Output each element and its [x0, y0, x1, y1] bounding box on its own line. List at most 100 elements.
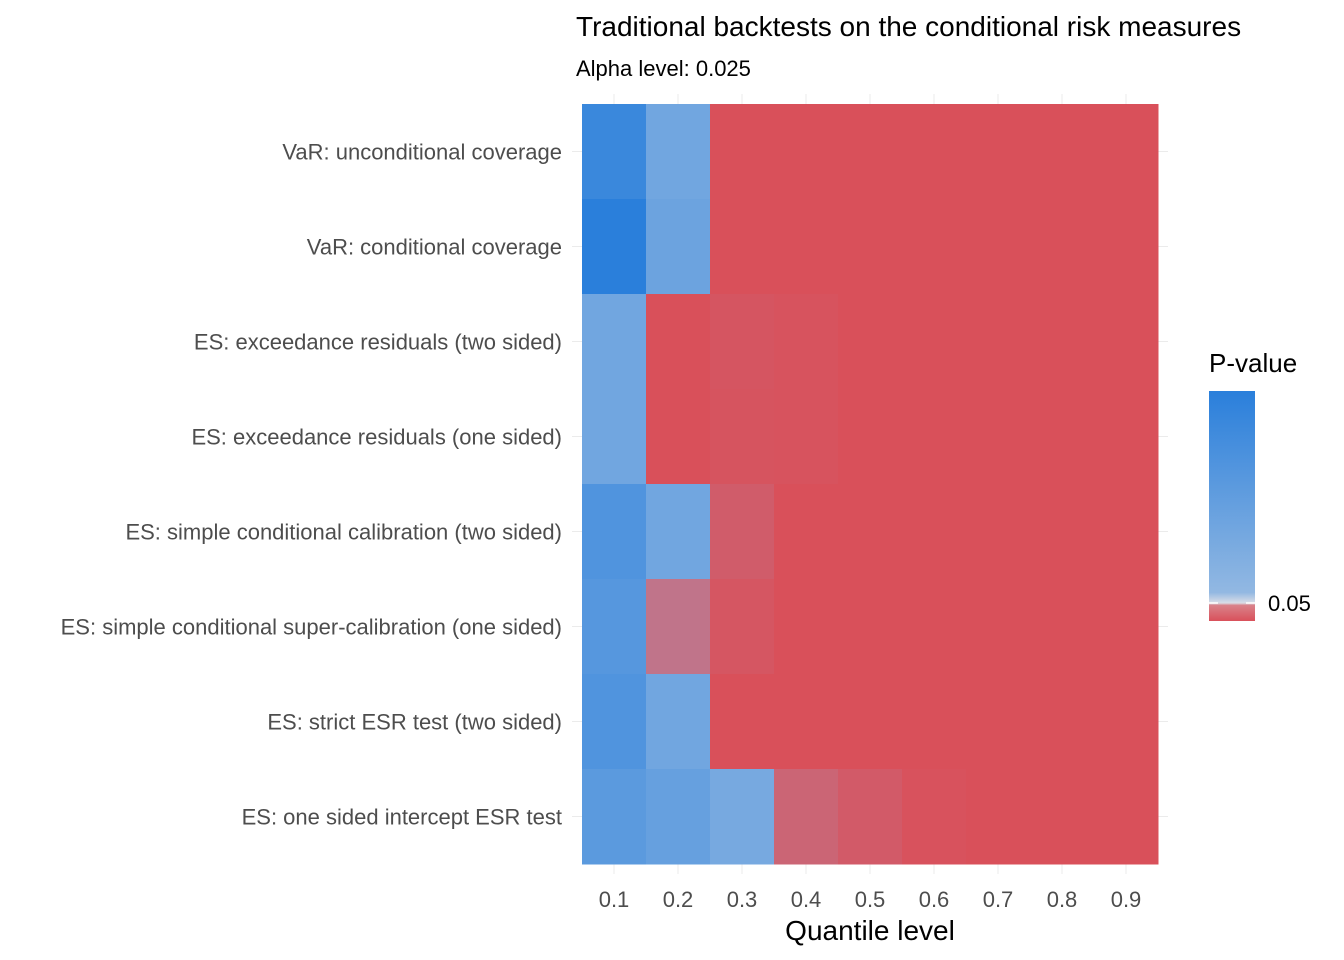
x-tick-label: 0.7	[983, 887, 1014, 912]
heatmap-cell	[774, 674, 839, 770]
legend-title: P-value	[1209, 348, 1297, 378]
y-tick-label: ES: strict ESR test (two sided)	[267, 710, 562, 735]
heatmap-cell	[838, 294, 903, 390]
heatmap-cell	[838, 769, 903, 865]
heatmap-cell	[1094, 389, 1159, 485]
y-tick-label: VaR: unconditional coverage	[282, 140, 562, 165]
heatmap-cell	[1030, 199, 1095, 295]
y-tick-label: ES: simple conditional calibration (two …	[125, 520, 562, 545]
heatmap-cell	[1094, 769, 1159, 865]
heatmap-cell	[1094, 674, 1159, 770]
heatmap-cell	[902, 389, 967, 485]
heatmap-cell	[710, 579, 775, 675]
x-axis-label: Quantile level	[785, 915, 955, 946]
legend-tick-label: 0.05	[1268, 591, 1311, 616]
x-tick-labels: 0.1 0.2 0.3 0.4 0.5 0.6 0.7 0.8 0.9	[599, 887, 1142, 912]
heatmap-cell	[582, 199, 647, 295]
chart-title: Traditional backtests on the conditional…	[576, 11, 1241, 42]
x-tick-label: 0.3	[727, 887, 758, 912]
heatmap-cell	[1030, 579, 1095, 675]
heatmap-cell	[710, 104, 775, 200]
heatmap-cell	[774, 199, 839, 295]
heatmap-cell	[902, 674, 967, 770]
heatmap-cell	[1030, 769, 1095, 865]
y-tick-label: ES: exceedance residuals (one sided)	[191, 425, 562, 450]
heatmap-cell	[710, 199, 775, 295]
heatmap-cell	[774, 769, 839, 865]
heatmap-cell	[902, 769, 967, 865]
chart-subtitle: Alpha level: 0.025	[576, 56, 751, 81]
y-tick-label: ES: one sided intercept ESR test	[242, 805, 562, 830]
heatmap-cell	[1094, 484, 1159, 580]
x-tick-label: 0.2	[663, 887, 694, 912]
heatmap-cell	[646, 199, 711, 295]
heatmap-cell	[966, 389, 1031, 485]
heatmap-cell	[838, 579, 903, 675]
heatmap-cell	[774, 579, 839, 675]
heatmap-cell	[838, 674, 903, 770]
y-tick-label: ES: simple conditional super-calibration…	[61, 615, 562, 640]
heatmap-cell	[1030, 104, 1095, 200]
heatmap-cell	[646, 104, 711, 200]
heatmap-cell	[582, 484, 647, 580]
heatmap-cell	[1094, 199, 1159, 295]
heatmap-cell	[838, 389, 903, 485]
heatmap-cell	[582, 674, 647, 770]
heatmap-cell	[582, 104, 647, 200]
heatmap-cell	[774, 389, 839, 485]
heatmap-cell	[966, 294, 1031, 390]
heatmap-cell	[1094, 104, 1159, 200]
y-tick-label: VaR: conditional coverage	[307, 235, 562, 260]
heatmap-cell	[646, 579, 711, 675]
heatmap-cell	[710, 484, 775, 580]
heatmap-cell	[966, 674, 1031, 770]
heatmap-cell	[966, 104, 1031, 200]
legend: P-value 0.05	[1209, 348, 1311, 621]
heatmap-cell	[902, 579, 967, 675]
heatmap-cell	[966, 484, 1031, 580]
heatmap-cell	[902, 104, 967, 200]
heatmap-cell	[902, 294, 967, 390]
heatmap-cell	[838, 104, 903, 200]
y-tick-label: ES: exceedance residuals (two sided)	[194, 330, 562, 355]
heatmap-cell	[646, 484, 711, 580]
heatmap-cell	[646, 389, 711, 485]
x-tick-label: 0.8	[1047, 887, 1078, 912]
heatmap-cell	[774, 104, 839, 200]
heatmap-cells	[582, 104, 1159, 865]
x-tick-label: 0.5	[855, 887, 886, 912]
heatmap-cell	[582, 389, 647, 485]
heatmap-cell	[838, 484, 903, 580]
heatmap-cell	[838, 199, 903, 295]
heatmap-cell	[646, 674, 711, 770]
legend-colorbar	[1209, 391, 1255, 621]
y-tick-labels: VaR: unconditional coverage VaR: conditio…	[61, 140, 562, 830]
x-tick-label: 0.1	[599, 887, 630, 912]
heatmap-cell	[582, 769, 647, 865]
heatmap-cell	[582, 579, 647, 675]
heatmap-cell	[646, 769, 711, 865]
heatmap-cell	[710, 769, 775, 865]
heatmap-cell	[774, 484, 839, 580]
heatmap-cell	[1030, 484, 1095, 580]
x-tick-label: 0.6	[919, 887, 950, 912]
heatmap-cell	[966, 579, 1031, 675]
heatmap-cell	[1030, 674, 1095, 770]
heatmap-cell	[774, 294, 839, 390]
x-tick-label: 0.4	[791, 887, 822, 912]
heatmap-cell	[710, 674, 775, 770]
heatmap-cell	[582, 294, 647, 390]
heatmap-cell	[902, 484, 967, 580]
heatmap-cell	[1030, 389, 1095, 485]
heatmap-cell	[710, 389, 775, 485]
heatmap-cell	[902, 199, 967, 295]
heatmap-cell	[966, 199, 1031, 295]
x-tick-label: 0.9	[1111, 887, 1142, 912]
heatmap-cell	[1094, 294, 1159, 390]
heatmap-cell	[1030, 294, 1095, 390]
heatmap-cell	[710, 294, 775, 390]
heatmap-cell	[966, 769, 1031, 865]
heatmap-cell	[646, 294, 711, 390]
